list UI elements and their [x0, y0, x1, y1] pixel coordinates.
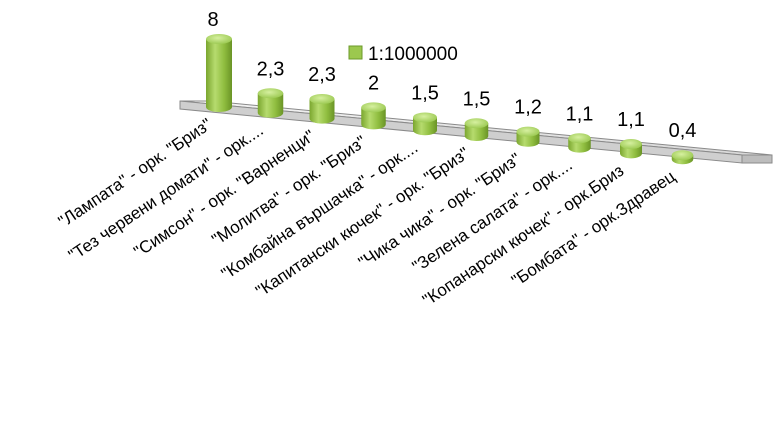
legend-swatch — [348, 45, 363, 60]
data-label: 8 — [207, 9, 218, 31]
value-labels-group: 8 2,3 2,3 2 1,5 1,5 1,2 1,1 1,1 0,4 — [207, 9, 696, 142]
legend: 1:1000000 — [348, 44, 458, 65]
bar-cap — [516, 126, 540, 137]
bar-cap — [413, 112, 437, 123]
data-label: 1,1 — [617, 109, 645, 131]
bar-body — [309, 99, 335, 124]
bar — [361, 102, 386, 130]
bar — [413, 112, 437, 136]
bar-cap — [257, 88, 284, 99]
bar-cap — [464, 118, 489, 129]
bar — [309, 94, 335, 124]
bar-cap — [361, 102, 386, 113]
bar-body — [206, 39, 232, 112]
data-label: 1,1 — [566, 103, 594, 125]
bar-body — [413, 117, 437, 136]
bar-body — [464, 123, 489, 141]
bar — [464, 118, 489, 141]
data-label: 1,2 — [514, 97, 542, 119]
data-label: 0,4 — [669, 120, 697, 142]
bar-body — [257, 93, 284, 118]
data-label: 2,3 — [257, 58, 285, 80]
bar-cap — [671, 150, 694, 161]
bar — [257, 88, 284, 118]
bar — [620, 139, 642, 159]
data-label: 1,5 — [463, 88, 491, 110]
bar-cap — [206, 34, 232, 44]
bar — [516, 126, 540, 147]
bar-cap — [309, 94, 335, 105]
bar — [206, 34, 232, 112]
data-label: 1,5 — [411, 82, 439, 104]
bar-cap — [620, 139, 642, 150]
data-label: 2 — [368, 72, 379, 94]
bars-group — [206, 34, 694, 165]
bar-cap — [568, 133, 591, 144]
bar — [671, 150, 694, 165]
bar — [568, 133, 591, 153]
legend-label: 1:1000000 — [368, 44, 458, 65]
bar-body — [361, 107, 386, 130]
data-label: 2,3 — [308, 64, 336, 86]
